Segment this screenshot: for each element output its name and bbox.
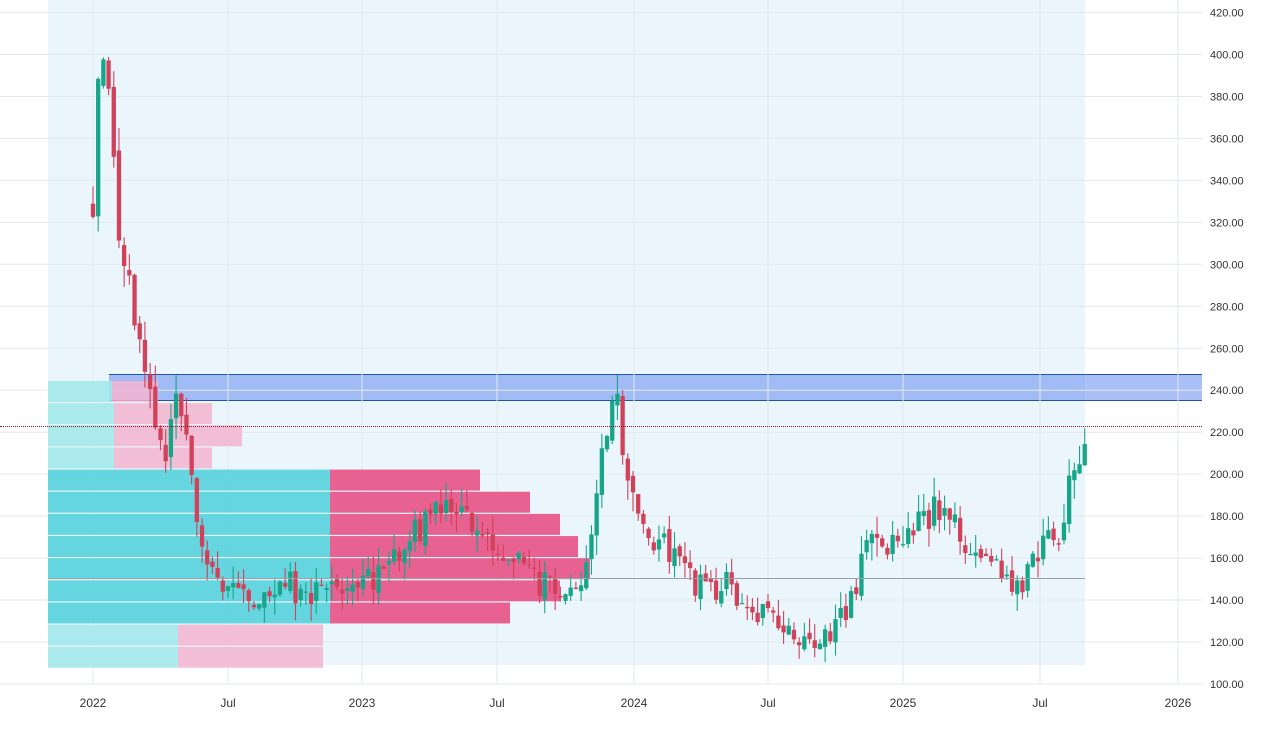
svg-text:420.00: 420.00 — [1210, 8, 1244, 20]
svg-text:Jul: Jul — [220, 696, 235, 710]
svg-text:120.00: 120.00 — [1210, 637, 1244, 649]
svg-text:240.00: 240.00 — [1210, 385, 1244, 397]
svg-text:2023: 2023 — [349, 696, 376, 710]
svg-text:280.00: 280.00 — [1210, 301, 1244, 313]
svg-text:300.00: 300.00 — [1210, 259, 1244, 271]
svg-text:2026: 2026 — [1165, 696, 1192, 710]
svg-text:220.00: 220.00 — [1210, 427, 1244, 439]
svg-text:360.00: 360.00 — [1210, 133, 1244, 145]
svg-text:Jul: Jul — [489, 696, 504, 710]
svg-text:2022: 2022 — [80, 696, 107, 710]
svg-text:Jul: Jul — [760, 696, 775, 710]
svg-text:2025: 2025 — [890, 696, 917, 710]
svg-text:160.00: 160.00 — [1210, 553, 1244, 565]
svg-text:180.00: 180.00 — [1210, 511, 1244, 523]
svg-text:400.00: 400.00 — [1210, 49, 1244, 61]
svg-text:140.00: 140.00 — [1210, 595, 1244, 607]
svg-text:200.00: 200.00 — [1210, 469, 1244, 481]
svg-text:Jul: Jul — [1032, 696, 1047, 710]
svg-text:320.00: 320.00 — [1210, 217, 1244, 229]
svg-text:2024: 2024 — [621, 696, 648, 710]
svg-text:380.00: 380.00 — [1210, 91, 1244, 103]
svg-text:260.00: 260.00 — [1210, 343, 1244, 355]
svg-text:100.00: 100.00 — [1210, 679, 1244, 691]
svg-text:340.00: 340.00 — [1210, 175, 1244, 187]
